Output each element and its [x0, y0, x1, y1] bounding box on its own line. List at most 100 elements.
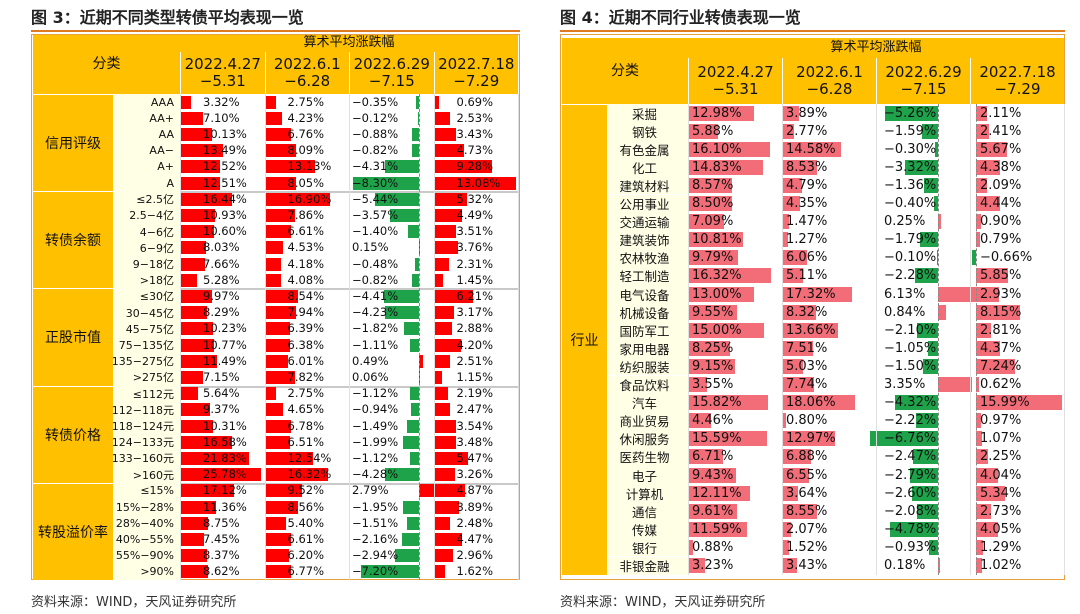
right-value-text: 1.02% [980, 558, 1022, 574]
right-value-text: 2.73% [980, 503, 1022, 519]
left-value-bar [265, 176, 297, 190]
left-value-bar [411, 127, 419, 142]
right-value-text: 15.00% [692, 322, 742, 338]
right-value-bar [783, 431, 835, 447]
left-value-text: 6.20% [287, 548, 325, 563]
left-value-bar [181, 306, 207, 320]
right-column-divider [970, 104, 971, 575]
right-value-bar [689, 485, 750, 501]
left-value-bar [265, 500, 299, 514]
left-group-separator [113, 288, 518, 291]
left-value-bar [265, 144, 297, 158]
right-value-text: 6.13% [884, 286, 926, 302]
left-value-text: 10.60% [203, 224, 247, 239]
right-value-text: 0.97% [980, 413, 1022, 429]
right-period-header: 2022.7.18 −7.29 [970, 58, 1064, 104]
right-value-text: 2.09% [980, 177, 1022, 193]
right-value-text: −2.28% [884, 268, 937, 284]
left-value-text: 2.48% [456, 515, 494, 530]
right-row-label: 轻工制造 [607, 266, 688, 285]
right-value-text: 5.34% [980, 485, 1022, 501]
left-value-text: 4.47% [456, 532, 494, 546]
right-value-bar [885, 105, 938, 121]
left-group-label: 转股溢价率 [33, 482, 113, 580]
left-row-label: 135−275亿 [113, 353, 180, 370]
left-value-text: 0.49% [352, 353, 389, 368]
left-value-bar [407, 419, 419, 433]
right-value-bar [912, 485, 938, 501]
left-value-text: 5.28% [203, 272, 240, 287]
left-value-text: 4.73% [456, 143, 494, 158]
right-value-bar [689, 304, 737, 320]
right-value-text: 0.18% [884, 558, 926, 574]
left-value-text: −1.51% [352, 515, 399, 530]
right-value-bar [976, 467, 998, 483]
right-value-bar [976, 539, 983, 555]
left-value-text: 2.79% [352, 483, 389, 498]
left-value-bar [181, 160, 220, 174]
left-row-label: 30−45亿 [113, 304, 180, 321]
right-value-text: 17.32% [786, 286, 836, 302]
right-row-label: 食品饮料 [607, 375, 688, 394]
left-value-text: −1.82% [352, 321, 399, 336]
left-value-text: −4.23% [352, 305, 399, 320]
right-value-bar [689, 286, 754, 302]
left-value-bar [403, 500, 419, 514]
left-value-bar [410, 387, 419, 401]
right-value-bar [976, 105, 988, 121]
right-value-bar [689, 449, 723, 465]
right-value-text: 2.07% [786, 521, 828, 537]
left-value-bar [434, 435, 457, 449]
right-value-bar [783, 141, 842, 157]
left-value-text: 13.13% [287, 159, 332, 174]
right-row-label: 银行 [607, 538, 688, 557]
left-value-text: 0.69% [456, 94, 494, 109]
right-value-bar [689, 503, 738, 519]
right-value-text: 9.61% [692, 503, 734, 519]
right-value-bar [689, 105, 754, 121]
right-value-bar [689, 196, 732, 212]
left-value-bar [265, 403, 284, 417]
right-value-text: −1.79% [884, 232, 937, 248]
right-value-bar [689, 214, 725, 230]
left-value-text: −4.31% [352, 159, 399, 174]
right-value-bar [783, 177, 803, 193]
left-value-bar [404, 322, 419, 336]
left-value-text: 4.65% [287, 402, 325, 417]
right-value-text: −1.50% [884, 358, 937, 374]
right-value-text: −1.05% [884, 340, 937, 356]
left-value-bar [434, 208, 463, 223]
left-value-text: 3.17% [456, 305, 494, 320]
right-value-bar [689, 521, 747, 537]
left-row-label: AA [113, 126, 180, 143]
right-value-bar [976, 159, 1000, 175]
right-value-text: 2.93% [980, 286, 1022, 302]
left-group-label: 正股市值 [33, 288, 113, 386]
left-row-label: A+ [113, 158, 180, 175]
left-value-bar [434, 387, 449, 401]
right-value-text: 12.11% [692, 485, 742, 501]
left-row-label: 118−124元 [113, 418, 180, 435]
right-value-bar [915, 268, 938, 284]
right-value-bar [976, 196, 1000, 212]
left-value-text: 8.56% [287, 499, 325, 514]
left-value-text: −0.82% [352, 272, 399, 287]
right-value-text: −0.30% [884, 141, 937, 157]
right-value-bar [976, 431, 982, 447]
right-row-label: 纺织服装 [607, 357, 688, 376]
left-value-bar [181, 387, 199, 401]
left-row-label: ≤15% [113, 482, 180, 499]
left-value-bar [265, 225, 291, 239]
left-value-bar [181, 500, 217, 514]
left-value-text: 4.87% [456, 483, 494, 498]
right-value-bar [783, 286, 853, 302]
right-value-text: 3.55% [692, 377, 734, 393]
right-value-bar [783, 521, 792, 537]
left-value-text: 7.86% [287, 208, 325, 222]
left-row-label: 55%−90% [113, 547, 180, 564]
right-value-text: 7.74% [786, 377, 828, 393]
left-value-text: 6.38% [287, 337, 325, 352]
right-value-bar [928, 539, 938, 555]
right-value-text: −1.36% [884, 177, 937, 193]
right-value-text: 4.05% [980, 521, 1022, 537]
